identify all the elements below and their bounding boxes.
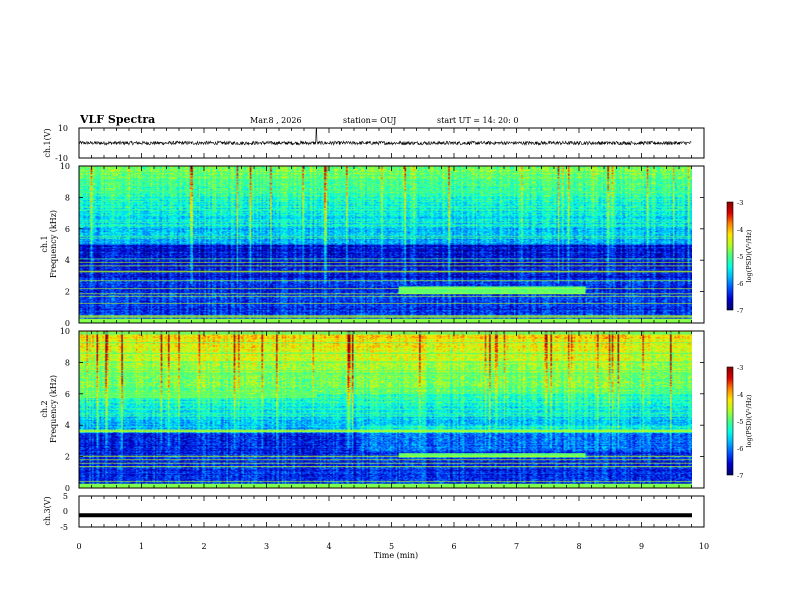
ch2-spectrogram-ytick-labels: 0 2 4 6 8 10	[60, 327, 704, 493]
colorbar-2: -3 -4 -5 -6 -7 log(PSD)(V²/Hz)	[726, 364, 753, 480]
ch1-spectrogram-ytick-label: 0	[65, 319, 70, 328]
colorbar-tick-label: -4	[737, 391, 743, 399]
x-tick-label: 10	[699, 542, 709, 551]
x-axis-label: Time (min)	[374, 551, 418, 560]
colorbar-tick-label: -4	[737, 226, 743, 234]
ch1-spectrogram-ytick-label: 4	[65, 256, 70, 265]
ch1-spectrogram-ytick-labels: 0 2 4 6 8 10	[60, 162, 704, 328]
ch1-ytick-top: 10	[58, 124, 68, 133]
colorbar-tick-label: -3	[737, 364, 743, 372]
x-tick-label: 2	[201, 542, 206, 551]
colorbar-2-image	[727, 367, 733, 475]
colorbar-2-tick-labels: -3 -4 -5 -6 -7	[737, 364, 743, 480]
x-tick-label: 7	[514, 542, 519, 551]
ch3-ticks	[78, 496, 705, 527]
ch1-spectrogram-ytick-label: 10	[60, 162, 70, 171]
header-station: station= OUJ	[343, 116, 396, 125]
colorbar-1: -3 -4 -5 -6 -7 log(PSD)(V²/Hz)	[726, 199, 753, 315]
ch2-spectrogram-ytick-label: 0	[65, 484, 70, 493]
colorbar-2-frame	[726, 366, 734, 476]
colorbar-1-tick-labels: -3 -4 -5 -6 -7	[737, 199, 743, 315]
colorbar-tick-label: -7	[737, 307, 743, 315]
colorbar-1-image	[727, 202, 733, 310]
x-tick-label: 9	[639, 542, 644, 551]
ch2-spectrogram-image	[79, 331, 692, 488]
ch2-spectrogram-frame	[78, 330, 705, 489]
ch3-ylabel: ch.3(V)	[43, 496, 52, 525]
ch3-panel: 5 0 -5 ch.3(V)	[43, 492, 705, 532]
x-tick-label: 1	[139, 542, 144, 551]
ch3-frame	[78, 495, 705, 528]
ch1-frame	[78, 127, 705, 159]
ch1-spectrogram-ytick-label: 8	[65, 193, 70, 202]
ch1-spectrogram-image	[79, 166, 692, 323]
figure-title: VLF Spectra	[79, 113, 155, 126]
header-start-time: start UT = 14: 20: 0	[437, 116, 518, 125]
x-tick-label: 4	[326, 542, 331, 551]
ch1-spectrogram-panel: 0 2 4 6 8 10 ch.1 Frequency (kHz)	[40, 162, 705, 328]
colorbar-tick-label: -7	[737, 472, 743, 480]
x-tick-label: 0	[76, 542, 81, 551]
header-date: Mar.8 , 2026	[250, 116, 302, 125]
colorbar-tick-label: -5	[737, 418, 743, 426]
x-tick-label: 8	[576, 542, 581, 551]
ch2-spectrogram-ytick-label: 8	[65, 358, 70, 367]
ch2-spectrogram-panel: 0 2 4 6 8 10 ch.2 Frequency (kHz)	[40, 327, 705, 493]
ch1-spectrogram-frame	[78, 165, 705, 324]
colorbar-tick-label: -6	[737, 280, 743, 288]
x-tick-labels: 0 1 2 3 4 5 6 7 8 9 10	[76, 542, 709, 551]
ch1-trace	[78, 129, 692, 146]
colorbar-2-label: log(PSD)(V²/Hz)	[745, 394, 753, 447]
ch3-ytick-top: 5	[63, 492, 68, 501]
ch1-spectrogram-ylabel-channel: ch.1	[40, 235, 49, 252]
ch1-ylabel: ch.1(V)	[43, 128, 52, 157]
colorbar-tick-label: -5	[737, 253, 743, 261]
ch1-spectrogram-ytick-label: 6	[65, 225, 70, 234]
ch2-spectrogram-ytick-label: 10	[60, 327, 70, 336]
ch1-spectrogram-ytick-label: 2	[65, 288, 70, 297]
colorbar-1-frame	[726, 201, 734, 311]
ch1-panel: 10 -10 ch.1(V)	[43, 124, 705, 163]
ch2-spectrogram-ytick-label: 2	[65, 453, 70, 462]
x-tick-label: 5	[389, 542, 394, 551]
ch1-ytick-bottom: -10	[55, 154, 68, 163]
ch2-spectrogram-ylabel-freq: Frequency (kHz)	[49, 375, 58, 443]
ch2-spectrogram-ytick-label: 6	[65, 390, 70, 399]
ch3-ytick-mid: 0	[63, 507, 68, 516]
ch3-ytick-bottom: -5	[60, 523, 68, 532]
ch2-spectrogram-ytick-label: 4	[65, 421, 70, 430]
ch2-spectrogram-ylabel-channel: ch.2	[40, 400, 49, 417]
x-tick-label: 6	[451, 542, 456, 551]
colorbar-tick-label: -6	[737, 445, 743, 453]
ch1-spectrogram-ylabel-freq: Frequency (kHz)	[49, 210, 58, 278]
colorbar-1-label: log(PSD)(V²/Hz)	[745, 229, 753, 282]
x-tick-label: 3	[264, 542, 269, 551]
colorbar-tick-label: -3	[737, 199, 743, 207]
